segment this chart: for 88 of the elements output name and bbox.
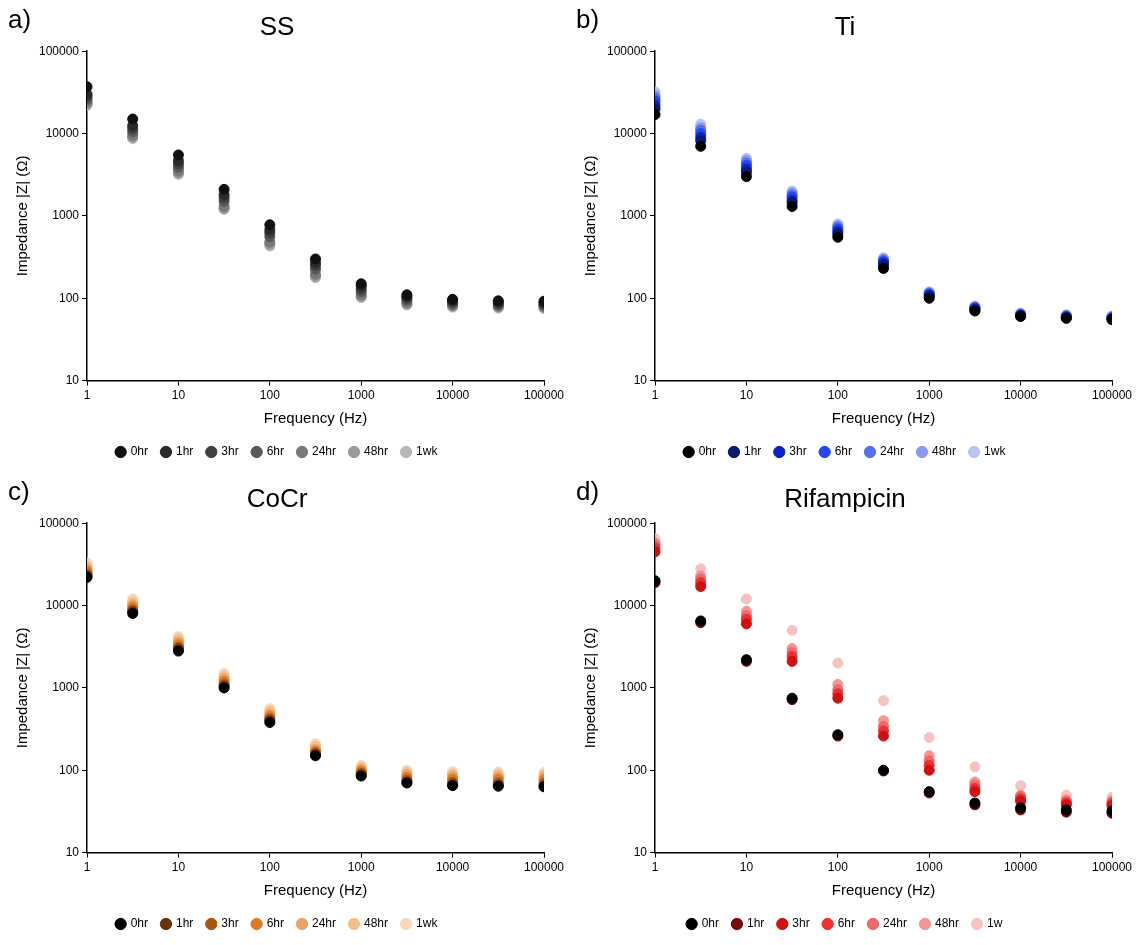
x-tick-label: 10 (171, 388, 186, 403)
y-tick-label: 100 (59, 290, 80, 305)
x-tick-label: 10000 (1003, 860, 1038, 875)
x-tick-label: 100 (259, 860, 281, 875)
y-tick-label: 10000 (45, 597, 80, 612)
x-tick-label: 100000 (1091, 860, 1133, 875)
y-axis-title: Impedance |Z| (Ω) (581, 627, 599, 749)
y-tick-label: 10000 (613, 597, 648, 612)
x-tick-label: 1 (651, 860, 659, 875)
x-tick-label: 10 (171, 860, 186, 875)
legend-label: 1hr (175, 444, 194, 459)
y-axis-title: Impedance |Z| (Ω) (13, 155, 31, 277)
legend-label: 0hr (698, 444, 716, 459)
y-tick-label: 10000 (45, 125, 80, 140)
legend-label: 48hr (932, 444, 957, 459)
x-tick-label: 10000 (1003, 388, 1038, 403)
y-tick-label: 10 (65, 372, 80, 387)
legend-label: 0hr (130, 444, 148, 459)
y-tick-label: 100 (627, 290, 648, 305)
legend-label: 1hr (175, 916, 194, 931)
y-tick-label: 100000 (39, 515, 80, 530)
x-tick-label: 1000 (347, 388, 375, 403)
legend-label: 1hr (743, 444, 762, 459)
chart-title: CoCr (246, 482, 308, 513)
y-tick-label: 100 (59, 762, 80, 777)
x-tick-label: 100 (259, 388, 281, 403)
text: a) (8, 4, 32, 35)
legend-label: 6hr (266, 444, 284, 459)
legend-label: 48hr (364, 916, 389, 931)
x-axis-title: Frequency (Hz) (263, 409, 368, 427)
legend-label: 6hr (837, 916, 855, 931)
chart-title: Ti (834, 10, 856, 41)
x-tick-label: 1000 (915, 388, 943, 403)
chart-title: SS (259, 10, 295, 41)
x-tick-label: 100000 (523, 860, 565, 875)
y-axis-title: Impedance |Z| (Ω) (581, 155, 599, 277)
legend-label: 24hr (883, 916, 908, 931)
x-axis-title: Frequency (Hz) (831, 881, 936, 899)
legend-label: 3hr (789, 444, 807, 459)
x-tick-label: 10000 (435, 860, 470, 875)
y-tick-label: 1000 (52, 208, 80, 223)
y-tick-label: 10 (633, 372, 648, 387)
x-tick-label: 1 (83, 388, 91, 403)
x-tick-label: 100 (827, 388, 849, 403)
y-tick-label: 10000 (613, 125, 648, 140)
y-axis-title: Impedance |Z| (Ω) (13, 627, 31, 749)
y-tick-label: 100000 (607, 515, 648, 530)
legend-label: 1hr (746, 916, 765, 931)
x-tick-label: 10000 (435, 388, 470, 403)
x-axis-title: Frequency (Hz) (831, 409, 936, 427)
x-axis-title: Frequency (Hz) (263, 881, 368, 899)
y-tick-label: 100000 (39, 43, 80, 58)
legend-label: 48hr (364, 444, 389, 459)
y-tick-label: 1000 (620, 208, 648, 223)
legend-label: 3hr (221, 444, 239, 459)
text: c) (8, 476, 30, 507)
legend-label: 1w (987, 916, 1003, 931)
legend-label: 6hr (834, 444, 852, 459)
legend-label: 48hr (935, 916, 960, 931)
x-tick-label: 10 (739, 860, 754, 875)
legend-label: 3hr (221, 916, 239, 931)
x-tick-label: 1 (83, 860, 91, 875)
legend-label: 1wk (984, 444, 1007, 459)
x-tick-label: 100 (827, 860, 849, 875)
y-tick-label: 1000 (620, 680, 648, 695)
text: b) (576, 4, 600, 35)
legend-label: 1wk (416, 916, 439, 931)
legend-label: 24hr (312, 916, 337, 931)
x-tick-label: 100000 (523, 388, 565, 403)
legend-label: 3hr (792, 916, 810, 931)
x-tick-label: 1000 (915, 860, 943, 875)
legend-label: 0hr (130, 916, 148, 931)
legend-label: 24hr (880, 444, 905, 459)
legend-label: 1wk (416, 444, 439, 459)
x-tick-label: 100000 (1091, 388, 1133, 403)
legend-label: 6hr (266, 916, 284, 931)
x-tick-label: 10 (739, 388, 754, 403)
chart-title: Rifampicin (784, 482, 906, 513)
y-tick-label: 100000 (607, 43, 648, 58)
legend-label: 0hr (701, 916, 719, 931)
legend-label: 24hr (312, 444, 337, 459)
text: d) (576, 476, 600, 507)
y-tick-label: 10 (633, 844, 648, 859)
x-tick-label: 1 (651, 388, 659, 403)
y-tick-label: 100 (627, 762, 648, 777)
y-tick-label: 1000 (52, 680, 80, 695)
y-tick-label: 10 (65, 844, 80, 859)
x-tick-label: 1000 (347, 860, 375, 875)
